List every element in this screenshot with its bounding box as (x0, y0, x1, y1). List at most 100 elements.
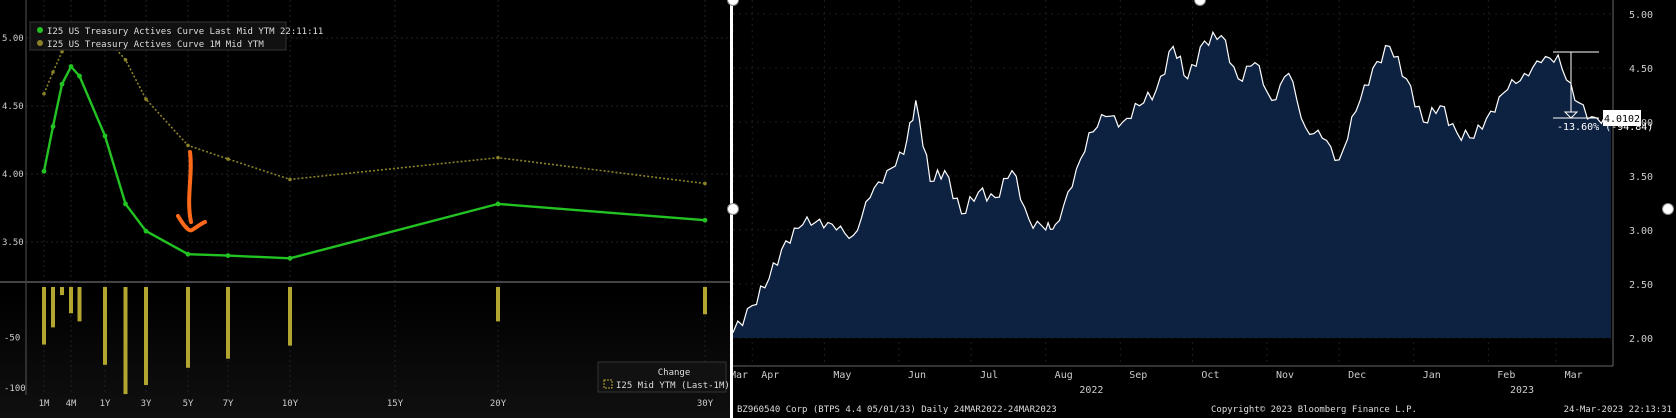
y-tick-label: 5.00 (2, 34, 24, 44)
change-legend-box (597, 361, 727, 393)
data-point (77, 73, 82, 79)
price-line (733, 30, 1612, 333)
data-point (186, 143, 190, 148)
selection-handle[interactable] (727, 203, 739, 215)
price-history-chart: 5.00 4.50 4.00 3.50 3.00 2.50 2.00 Mar Apr May Jun… (733, 0, 1672, 415)
x-tick-label: 7Y (223, 399, 234, 409)
data-point (102, 133, 108, 139)
legend-label-1m: I25 US Treasury Actives Curve 1M Mid YTM (47, 40, 264, 50)
x-tick-label: Jan (1423, 370, 1441, 381)
selection-handle[interactable] (1662, 203, 1674, 215)
x-tick-label: 1M (39, 399, 50, 409)
legend-marker-last (37, 27, 43, 33)
x-tick-label: Dec (1348, 370, 1366, 381)
x-tick-label: 30Y (697, 399, 714, 409)
x-tick-label: 20Y (490, 399, 507, 409)
x-tick-label: Aug (1055, 370, 1073, 381)
curve-legend-box (29, 21, 287, 51)
change-bar (60, 287, 64, 296)
y-tick-label: 3.50 (2, 238, 24, 248)
y-tick-label: 4.50 (1629, 64, 1653, 75)
x-tick-label: Jun (908, 370, 926, 381)
data-point (41, 168, 47, 174)
data-point (702, 217, 708, 223)
x-tick-label: Jul (980, 370, 998, 381)
y-tick-label: 3.50 (1629, 172, 1653, 183)
x-tick-label: 3Y (141, 399, 152, 409)
change-bar (123, 287, 128, 395)
last-value-label: 4.0102 (1604, 114, 1640, 125)
x-tick-label: 4M (66, 399, 77, 409)
data-point (143, 228, 149, 234)
data-point (495, 201, 501, 207)
x-tick-label: Nov (1276, 370, 1294, 381)
drawdown-arrow-icon (1563, 111, 1579, 119)
y-tick-label: 2.50 (1629, 280, 1653, 291)
data-point (123, 57, 128, 62)
data-point (60, 49, 64, 54)
change-bar (51, 287, 55, 328)
data-point (50, 124, 56, 129)
data-point (59, 81, 65, 87)
change-bar (77, 287, 82, 322)
legend-label-last: I25 US Treasury Actives Curve Last Mid Y… (47, 27, 323, 37)
footer-timestamp: 24-Mar-2023 22:13:31 (1564, 405, 1672, 415)
change-bars (42, 287, 707, 395)
x-tick-label: Sep (1129, 370, 1147, 381)
right-ticks: 5.00 4.50 4.00 3.50 3.00 2.50 2.00 Mar Apr May Jun… (733, 10, 1653, 396)
legend-marker-1m (37, 40, 43, 46)
x-tick-label: Mar (733, 370, 748, 381)
change-bar (144, 287, 148, 385)
left-ticks: 1M 4M 1Y 3Y 5Y 7Y 10Y 15Y 20Y 30Y 5.00 4.50 4.00 3.50… (2, 34, 714, 409)
data-point (288, 177, 292, 182)
change-bar (288, 287, 292, 346)
area-fill (733, 32, 1611, 338)
x-tick-label: 1Y (100, 399, 111, 409)
data-point (144, 97, 148, 101)
x-tick-label: 5Y (183, 399, 194, 409)
data-point (185, 251, 191, 257)
y-tick-label: 3.00 (1629, 226, 1653, 237)
y-tick-label: 5.00 (1629, 10, 1653, 21)
yield-curve-panel: 1M 4M 1Y 3Y 5Y 7Y 10Y 15Y 20Y 30Y 5.00 4.50 4.00 3.50… (0, 0, 730, 418)
change-legend-label: I25 Mid YTM (Last-1M) (616, 381, 730, 391)
data-point (123, 201, 128, 207)
data-point (225, 253, 231, 258)
series-line (43, 28, 706, 185)
footer-security: BZ960540 Corp (BTPS 4.4 05/01/33) Daily … (737, 405, 1057, 415)
y-tick-label: 4.50 (2, 102, 24, 112)
data-point (287, 255, 293, 261)
change-legend-title: Change (658, 368, 691, 378)
footer-copyright: Copyright© 2023 Bloomberg Finance L.P. (1211, 405, 1417, 415)
price-history-panel: 5.00 4.50 4.00 3.50 3.00 2.50 2.00 Mar Apr May Jun… (733, 0, 1676, 418)
x-tick-label: May (833, 370, 851, 381)
change-bar (496, 287, 500, 322)
x-tick-label: 15Y (387, 399, 404, 409)
bar-y-tick-label: -100 (4, 384, 26, 394)
data-point (42, 91, 46, 96)
x-tick-label: Oct (1201, 370, 1219, 381)
x-tick-label: Apr (761, 370, 779, 381)
change-bar (69, 287, 73, 314)
y-tick-label: 4.00 (2, 170, 24, 180)
change-legend-swatch (603, 379, 613, 389)
curve-lines (41, 28, 708, 261)
bar-y-tick-label: -50 (4, 334, 20, 344)
change-bar (186, 287, 190, 368)
change-bar (703, 287, 707, 315)
change-bar (103, 287, 107, 365)
y-tick-label: 2.00 (1629, 334, 1653, 345)
drawdown-label: -13.60% (-94.84) (1557, 122, 1653, 133)
last-value-box (1603, 110, 1641, 126)
year-label: 2023 (1510, 385, 1534, 396)
x-tick-label: Mar (1565, 370, 1583, 381)
yield-curve-chart: 1M 4M 1Y 3Y 5Y 7Y 10Y 15Y 20Y 30Y 5.00 4.50 4.00 3.50… (0, 0, 730, 409)
change-bar (226, 287, 230, 359)
y-tick-label: 4.00 (1629, 118, 1653, 129)
change-bar (42, 287, 46, 345)
data-point (51, 70, 55, 74)
annotation-arrow (176, 150, 207, 233)
data-point (703, 181, 707, 186)
left-grid (25, 0, 730, 395)
x-tick-label: 10Y (282, 399, 299, 409)
